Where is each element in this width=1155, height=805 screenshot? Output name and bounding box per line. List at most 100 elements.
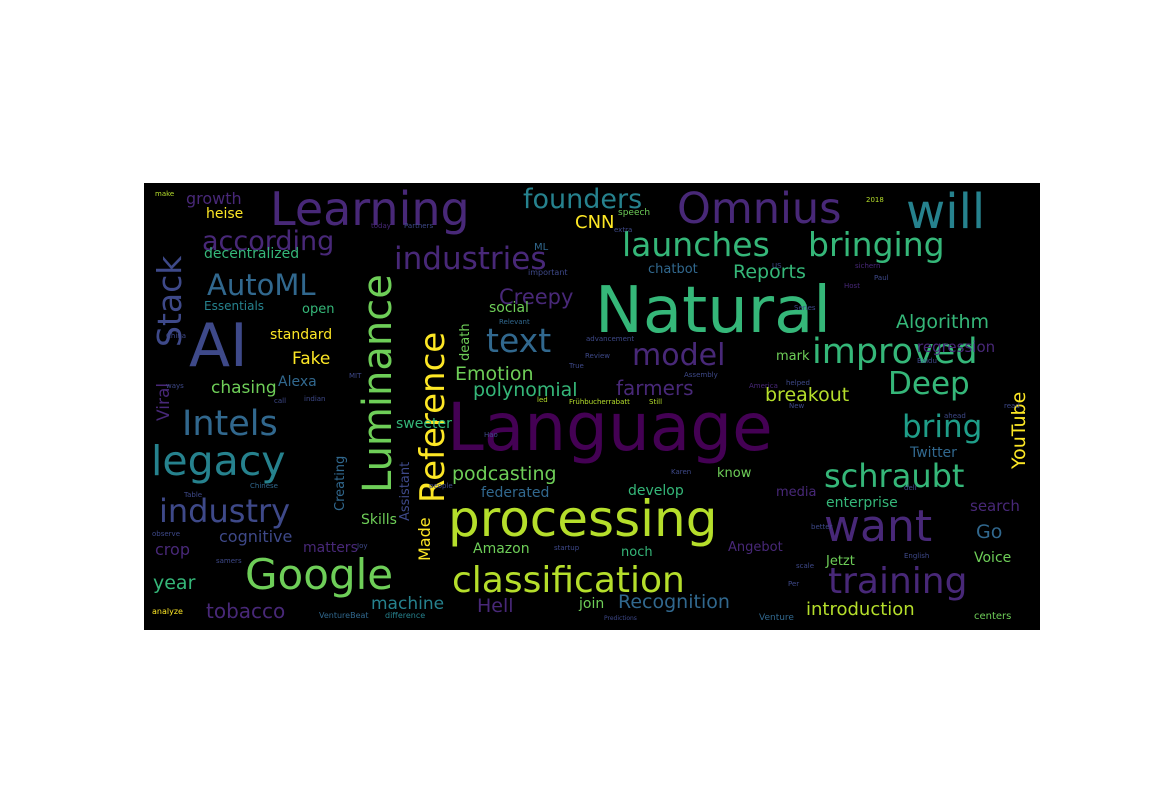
word: know: [717, 466, 752, 481]
word: machine: [371, 594, 445, 614]
word: Made: [415, 517, 434, 561]
word: CNN: [575, 212, 615, 233]
word: dell: [904, 484, 917, 492]
word: model: [632, 338, 726, 373]
word: matters: [303, 540, 358, 556]
word: death: [458, 323, 473, 361]
word: Emotion: [455, 363, 534, 385]
word: mark: [776, 349, 810, 364]
word: Essentials: [204, 299, 265, 313]
word: Natural: [595, 274, 832, 348]
word: Predictions: [604, 615, 637, 622]
word: Jetzt: [826, 554, 855, 569]
word: social: [489, 300, 529, 316]
word: polynomial: [473, 379, 578, 401]
word: Review: [585, 352, 610, 360]
word: Omnius: [677, 184, 842, 234]
word: Relevant: [499, 318, 530, 326]
word: people: [429, 482, 453, 490]
word: year: [153, 572, 196, 594]
word: launches: [622, 225, 770, 264]
word: startup: [554, 544, 580, 552]
word: bringing: [808, 225, 945, 264]
word-cloud: Language Natural processing Learning Omn…: [144, 183, 1040, 630]
word: read: [1004, 402, 1020, 410]
word: Assistant: [398, 461, 413, 521]
word: podcasting: [452, 463, 557, 485]
word: English: [904, 552, 930, 560]
word: today: [371, 222, 391, 230]
word: tobacco: [206, 599, 286, 623]
word: advancement: [586, 335, 635, 343]
word: standard: [270, 327, 333, 343]
word: bring: [902, 409, 983, 445]
word: Per: [788, 580, 800, 588]
word: growth: [186, 189, 242, 208]
word: observe: [152, 530, 181, 538]
word: scale: [796, 562, 815, 570]
word: breakout: [765, 384, 850, 406]
word: Deep: [888, 366, 970, 402]
word: Intels: [182, 404, 278, 444]
word: centers: [974, 611, 1012, 622]
word: Recognition: [618, 591, 730, 613]
word: Assembly: [684, 371, 718, 379]
word: Creating: [333, 455, 348, 511]
word: founders: [523, 184, 643, 215]
word: Angebot: [728, 540, 783, 555]
word: AutoML: [207, 268, 316, 302]
word: Go: [976, 521, 1003, 543]
word: ahead: [944, 412, 966, 420]
word: Skills: [361, 512, 397, 528]
word: VentureBeat: [319, 611, 369, 620]
word: make: [155, 190, 175, 198]
word: analyze: [152, 607, 183, 616]
word: Algorithm: [896, 311, 990, 333]
word: legacy: [151, 437, 286, 485]
word: search: [970, 497, 1020, 515]
word: China: [166, 332, 186, 340]
word: chasing: [211, 378, 277, 398]
word: industries: [394, 241, 547, 277]
word: call: [274, 397, 287, 405]
word: extra: [614, 226, 633, 234]
word: America: [749, 382, 778, 390]
word: Frühbucherrabatt: [569, 398, 630, 406]
word: chatbot: [648, 262, 698, 277]
word: better: [811, 523, 833, 531]
word: Still: [649, 398, 663, 406]
word: Baidu: [917, 357, 937, 365]
word: according: [202, 226, 335, 257]
word: Chinese: [250, 482, 278, 490]
word: important: [528, 268, 568, 277]
word: Series: [794, 304, 816, 312]
word: AI: [189, 311, 248, 381]
word: classification: [452, 560, 685, 601]
word: industry: [159, 492, 291, 530]
word: want: [824, 501, 933, 552]
word: join: [579, 596, 605, 612]
word: federated: [481, 485, 550, 501]
word: enterprise: [826, 495, 898, 511]
word: improved: [812, 332, 978, 372]
word: cognitive: [219, 527, 293, 546]
word: samers: [216, 557, 242, 565]
word: Host: [844, 282, 860, 290]
word: noch: [621, 545, 653, 560]
word: processing: [448, 490, 718, 548]
word: Joy: [357, 542, 368, 550]
word: Hao: [484, 431, 498, 439]
word: media: [776, 485, 817, 500]
word: develop: [628, 483, 684, 499]
word: Learning: [270, 183, 470, 236]
word: open: [302, 302, 335, 317]
word: Venture: [759, 613, 794, 623]
word: regression: [917, 338, 996, 356]
word: indian: [304, 395, 326, 403]
word: helped: [786, 379, 810, 387]
word: Luminance: [355, 274, 401, 493]
word: Alexa: [278, 374, 317, 390]
word: will: [906, 184, 986, 240]
word: Partners: [404, 222, 434, 230]
word: Google: [245, 550, 394, 599]
